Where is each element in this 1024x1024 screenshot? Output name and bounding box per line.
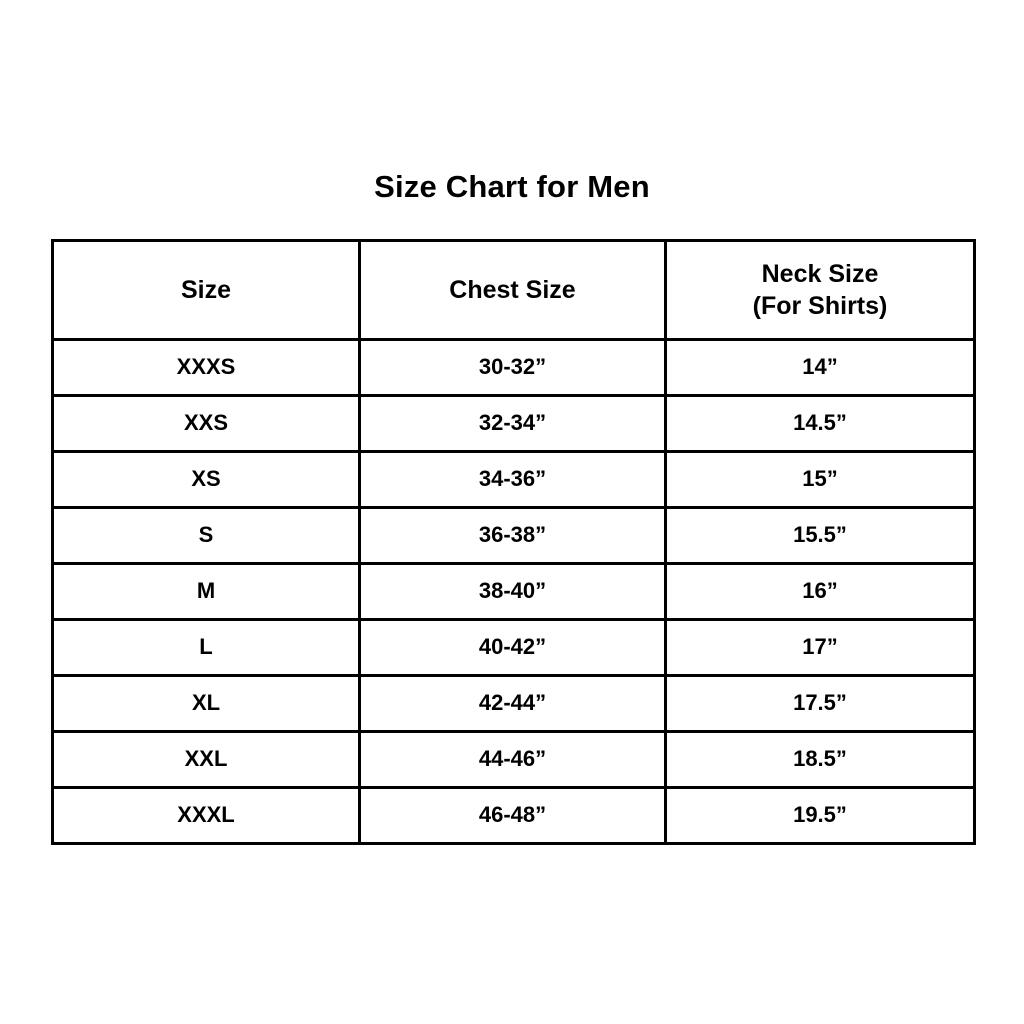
column-header-size: Size bbox=[51, 239, 361, 341]
cell-size: XS bbox=[51, 450, 361, 509]
table-row: S 36-38” 15.5” bbox=[51, 506, 976, 565]
cell-size: XXXL bbox=[51, 786, 361, 845]
column-header-neck-label: Neck Size bbox=[761, 260, 879, 288]
size-chart-table: Size Chest Size Neck Size (For Shirts) X… bbox=[51, 239, 976, 845]
cell-size: XXL bbox=[51, 730, 361, 789]
cell-chest: 40-42” bbox=[358, 618, 667, 677]
column-header-neck-sublabel: (For Shirts) bbox=[752, 292, 888, 320]
cell-neck: 17.5” bbox=[664, 674, 976, 733]
table-row: XXXS 30-32” 14” bbox=[51, 338, 976, 397]
column-header-size-label: Size bbox=[180, 276, 232, 304]
column-header-chest-label: Chest Size bbox=[449, 276, 576, 304]
cell-size: L bbox=[51, 618, 361, 677]
cell-chest: 38-40” bbox=[358, 562, 667, 621]
cell-neck: 14.5” bbox=[664, 394, 976, 453]
cell-neck: 17” bbox=[664, 618, 976, 677]
cell-neck: 18.5” bbox=[664, 730, 976, 789]
cell-chest: 30-32” bbox=[358, 338, 667, 397]
cell-chest: 34-36” bbox=[358, 450, 667, 509]
cell-chest: 36-38” bbox=[358, 506, 667, 565]
cell-chest: 32-34” bbox=[358, 394, 667, 453]
cell-size: XXXS bbox=[51, 338, 361, 397]
table-body: XXXS 30-32” 14” XXS 32-34” 14.5” XS 34-3… bbox=[51, 338, 976, 845]
table-row: M 38-40” 16” bbox=[51, 562, 976, 621]
cell-neck: 14” bbox=[664, 338, 976, 397]
cell-size: S bbox=[51, 506, 361, 565]
cell-size: XXS bbox=[51, 394, 361, 453]
page-title: Size Chart for Men bbox=[374, 169, 650, 204]
cell-size: M bbox=[51, 562, 361, 621]
cell-chest: 44-46” bbox=[358, 730, 667, 789]
cell-neck: 15” bbox=[664, 450, 976, 509]
cell-chest: 42-44” bbox=[358, 674, 667, 733]
table-header: Size Chest Size Neck Size (For Shirts) bbox=[51, 239, 976, 341]
table-row: XXL 44-46” 18.5” bbox=[51, 730, 976, 789]
column-header-neck: Neck Size (For Shirts) bbox=[664, 239, 976, 341]
table-row: XS 34-36” 15” bbox=[51, 450, 976, 509]
table-row: XL 42-44” 17.5” bbox=[51, 674, 976, 733]
table-row: L 40-42” 17” bbox=[51, 618, 976, 677]
table-row: XXXL 46-48” 19.5” bbox=[51, 786, 976, 845]
cell-neck: 16” bbox=[664, 562, 976, 621]
column-header-chest: Chest Size bbox=[358, 239, 667, 341]
cell-neck: 15.5” bbox=[664, 506, 976, 565]
cell-chest: 46-48” bbox=[358, 786, 667, 845]
table-row: XXS 32-34” 14.5” bbox=[51, 394, 976, 453]
cell-size: XL bbox=[51, 674, 361, 733]
table-header-row: Size Chest Size Neck Size (For Shirts) bbox=[51, 239, 976, 341]
cell-neck: 19.5” bbox=[664, 786, 976, 845]
size-chart-table-container: Size Chest Size Neck Size (For Shirts) X… bbox=[51, 239, 976, 845]
